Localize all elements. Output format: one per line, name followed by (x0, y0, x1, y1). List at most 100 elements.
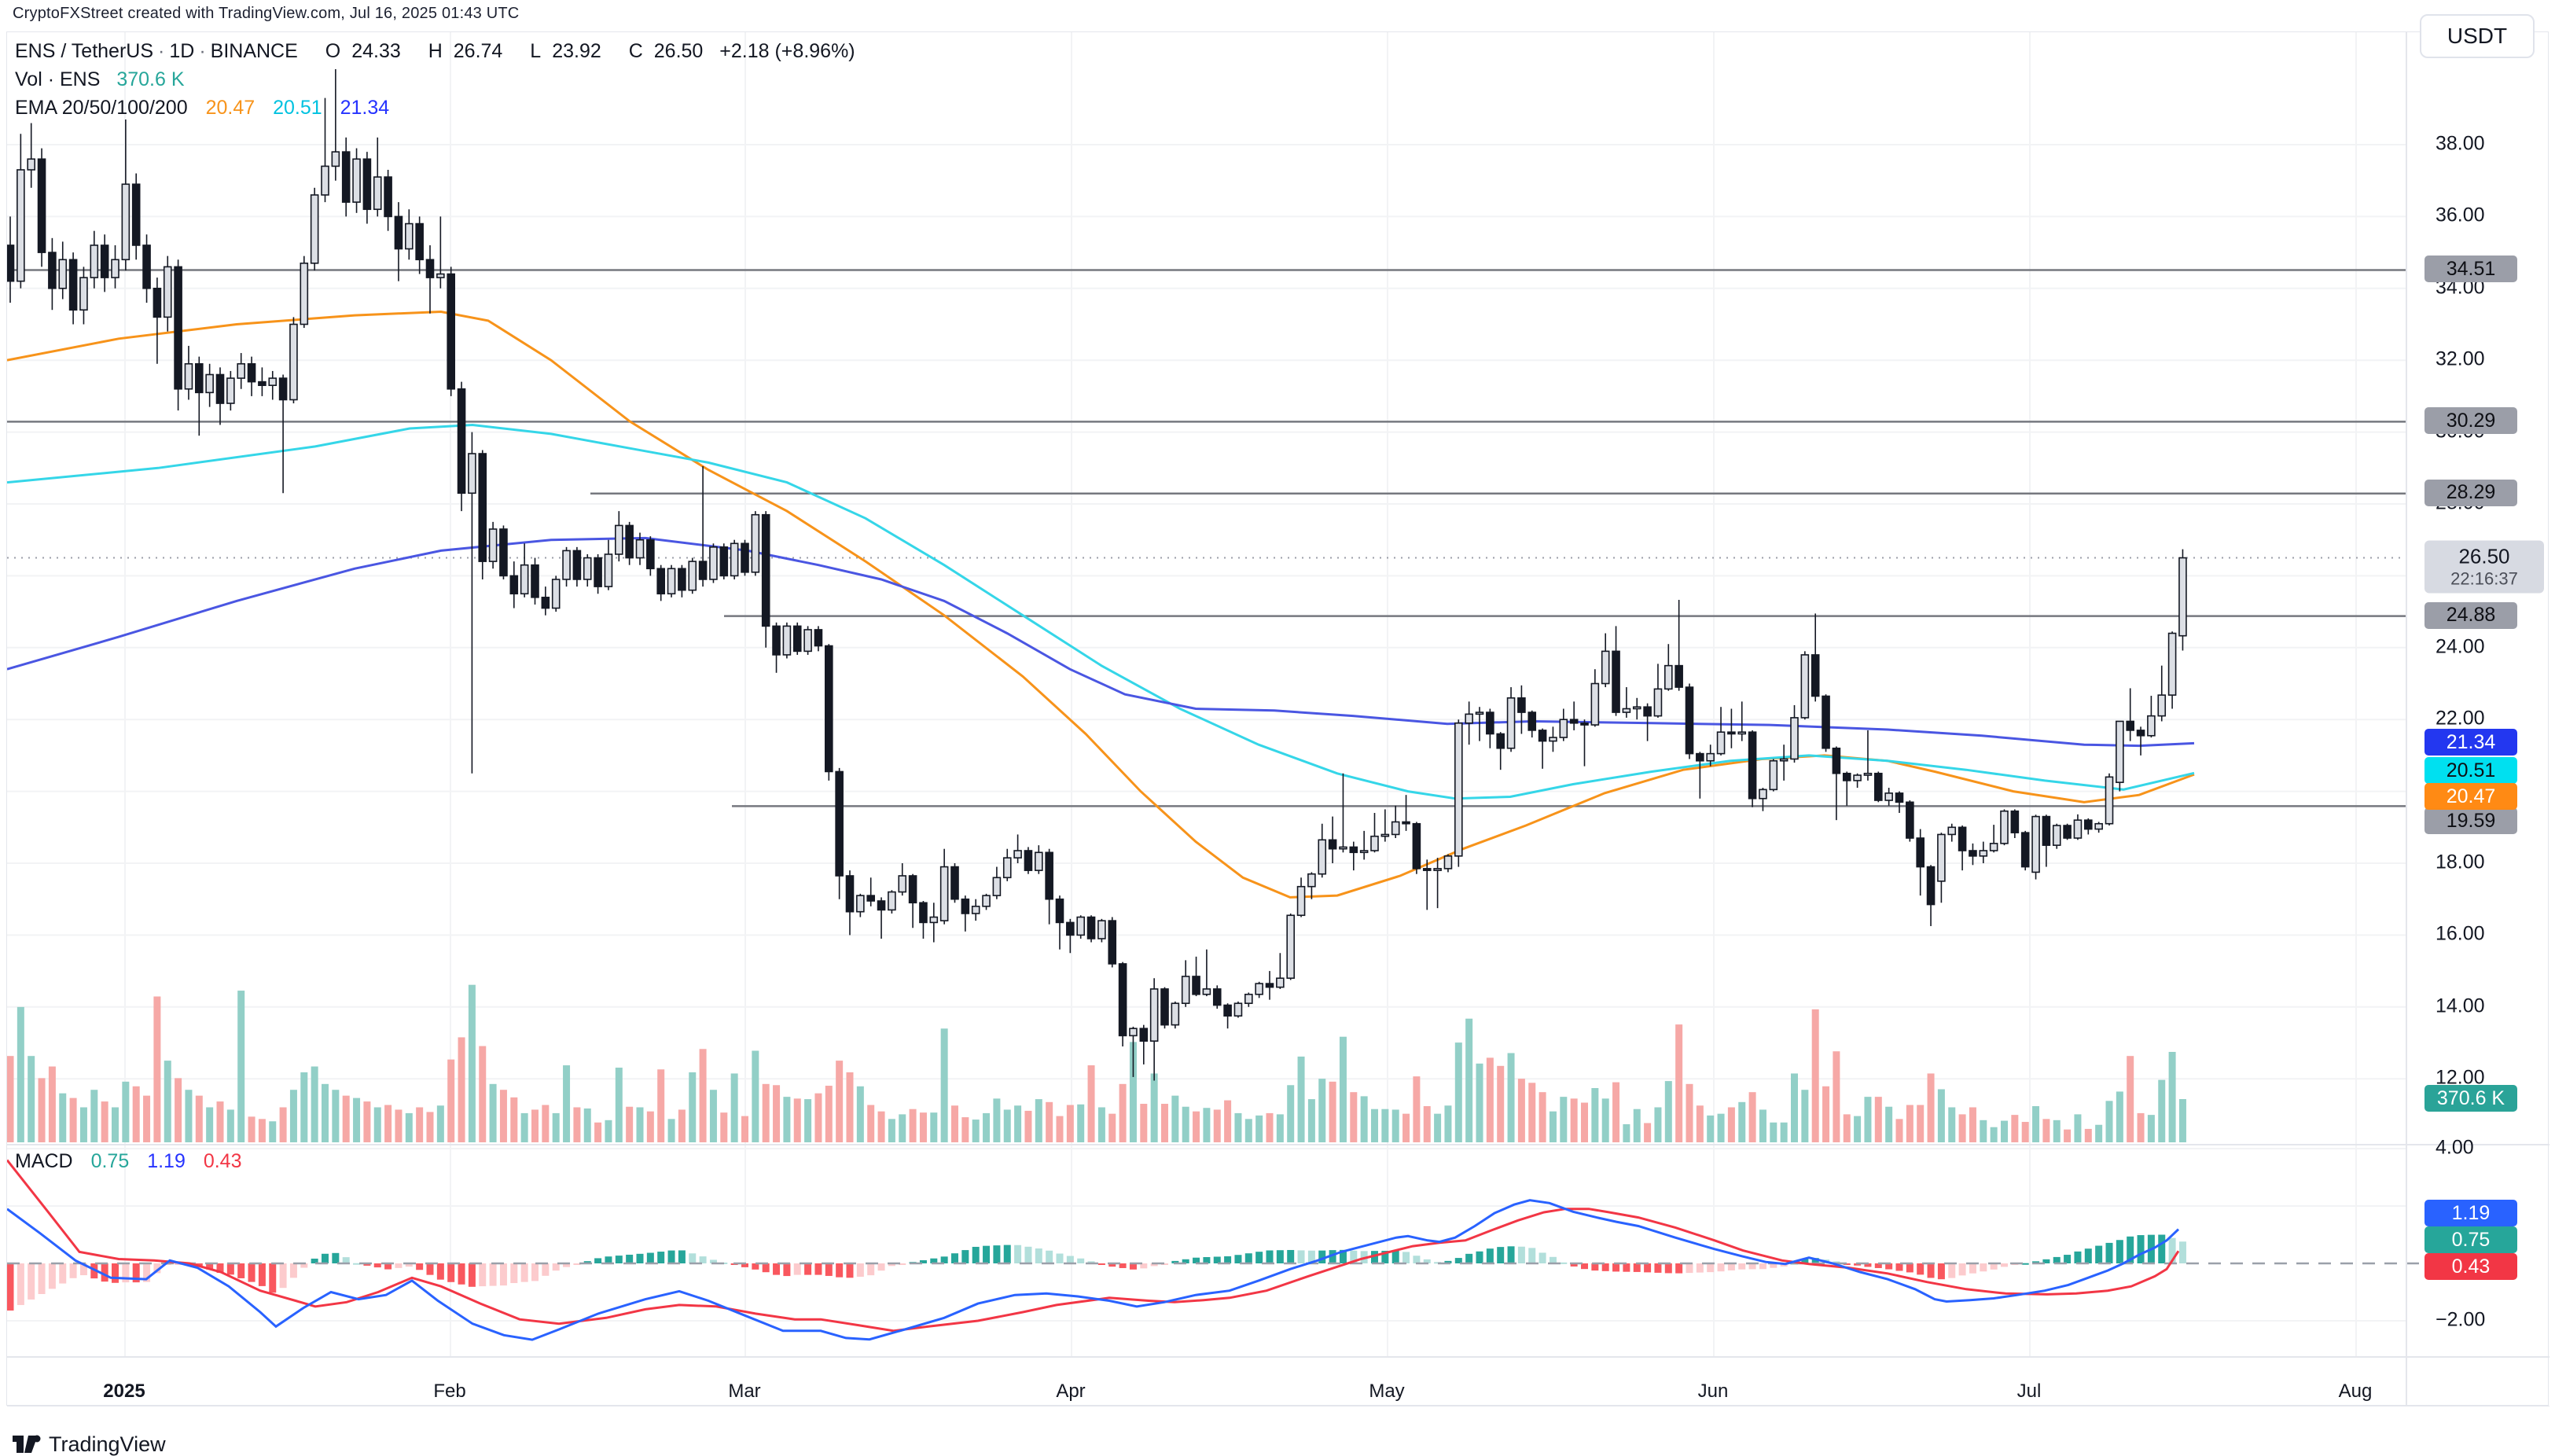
candle (1632, 706, 1641, 710)
candlestick-series (7, 69, 2187, 1081)
macd-histogram-bar (552, 1263, 560, 1271)
volume-bar (363, 1101, 371, 1142)
macd-histogram-bar (972, 1246, 980, 1263)
volume-bar (122, 1081, 130, 1142)
volume-bar (436, 1105, 444, 1142)
chart-canvas[interactable] (7, 32, 2549, 1406)
macd-histogram-bar (1738, 1263, 1746, 1270)
volume-bar (216, 1101, 224, 1142)
volume-bar (919, 1112, 927, 1142)
macd-histogram-bar (1307, 1250, 1315, 1263)
volume-bar (1097, 1107, 1105, 1142)
macd-histogram-bar (237, 1263, 245, 1278)
volume-legend-row[interactable]: Vol · ENS 370.6 K (15, 68, 185, 91)
macd-histogram-bar (143, 1263, 151, 1282)
volume-bar (1759, 1109, 1766, 1142)
candle (803, 629, 812, 653)
macd-legend-row[interactable]: MACD 0.75 1.19 0.43 (15, 1150, 241, 1173)
bar-countdown: 22:16:37 (2450, 568, 2518, 589)
macd-histogram-bar (48, 1263, 56, 1289)
macd-histogram-bar (1213, 1256, 1221, 1263)
macd-histogram-bar (1171, 1260, 1179, 1263)
macd-histogram-bar (1560, 1262, 1568, 1264)
volume-bar (1497, 1065, 1505, 1142)
tradingview-logo[interactable]: TradingView (13, 1431, 166, 1456)
volume-bar (164, 1061, 171, 1142)
ema-price-badge: 20.51 (2424, 757, 2517, 784)
macd-histogram-bar (699, 1256, 707, 1263)
volume-bar (1465, 1018, 1473, 1142)
volume-bar (1570, 1098, 1578, 1142)
macd-histogram-bar (1770, 1263, 1777, 1268)
volume-bar (1266, 1112, 1274, 1142)
macd-histogram-bar (1507, 1246, 1515, 1263)
volume-bar (1329, 1081, 1336, 1142)
candle (100, 245, 109, 278)
macd-histogram-bar (783, 1263, 791, 1277)
candle (845, 875, 855, 913)
macd-histogram-bar (825, 1263, 833, 1276)
macd-histogram-bar (1255, 1252, 1263, 1263)
candle (1643, 706, 1652, 717)
volume-bar (825, 1086, 833, 1142)
candle (2063, 825, 2072, 839)
volume-bar (468, 984, 476, 1142)
macd-histogram-bar (447, 1263, 455, 1282)
candle (1307, 873, 1316, 888)
macd-histogram-bar (1969, 1263, 1976, 1274)
volume-bar (237, 991, 245, 1142)
volume-bar (1287, 1085, 1295, 1142)
macd-histogram-bar (2001, 1263, 2008, 1267)
macd-histogram-bar (1413, 1256, 1421, 1263)
volume-bar (1937, 1089, 1945, 1142)
macd-signal-line (7, 1159, 2180, 1333)
macd-histogram-bar (919, 1259, 927, 1263)
currency-toggle-button[interactable]: USDT (2420, 14, 2535, 58)
candle (404, 222, 414, 250)
macd-histogram-bar (626, 1254, 634, 1263)
level-price-badge: 34.51 (2424, 256, 2517, 283)
macd-histogram-bar (1948, 1263, 1956, 1278)
price-tick-label: 16.00 (2436, 922, 2485, 945)
candle (614, 524, 623, 555)
candle (751, 513, 760, 573)
macd-histogram-bar (1854, 1263, 1862, 1266)
macd-histogram-bar (17, 1263, 24, 1305)
candle (215, 373, 225, 404)
volume-bar (1770, 1122, 1777, 1142)
candle (719, 546, 729, 577)
volume-bar (1318, 1079, 1326, 1142)
macd-histogram-bar (69, 1263, 77, 1278)
volume-bar (226, 1109, 234, 1142)
candle (1045, 851, 1053, 900)
macd-histogram-bar (961, 1250, 969, 1263)
macd-histogram-bar (1402, 1252, 1410, 1263)
macd-histogram-bar (563, 1263, 571, 1267)
volume-bar (458, 1037, 465, 1142)
macd-histogram-bar (322, 1253, 329, 1263)
macd-histogram-bar (363, 1263, 371, 1266)
candle (1769, 759, 1778, 791)
candle (2000, 810, 2009, 844)
candle (1181, 976, 1190, 1005)
volume-bar (846, 1072, 854, 1142)
macd-histogram-bar (2168, 1237, 2176, 1263)
time-tick-Mar: Mar (728, 1381, 761, 1402)
candle (1486, 711, 1494, 735)
volume-bar (2042, 1119, 2050, 1142)
volume-bar (1833, 1051, 1840, 1142)
macd-histogram-bar (1129, 1263, 1137, 1270)
macd-histogram-bar (1140, 1263, 1148, 1269)
volume-bar (1601, 1098, 1609, 1142)
ema-legend-row[interactable]: EMA 20/50/100/200 20.47 20.51 21.34 (15, 97, 389, 119)
macd-histogram-bar (1937, 1263, 1945, 1280)
volume-bar (1623, 1123, 1630, 1142)
macd-histogram-bar (1434, 1262, 1442, 1264)
volume-bar (1675, 1024, 1683, 1142)
volume-bar (1402, 1113, 1410, 1142)
candle (1958, 826, 1967, 851)
macd-histogram-bar (2158, 1234, 2166, 1263)
symbol-legend-row[interactable]: ENS / TetherUS · 1D · BINANCE O 24.33 H 26.74 … (15, 40, 855, 62)
volume-bar (1507, 1053, 1515, 1142)
macd-histogram-bar (289, 1263, 297, 1278)
